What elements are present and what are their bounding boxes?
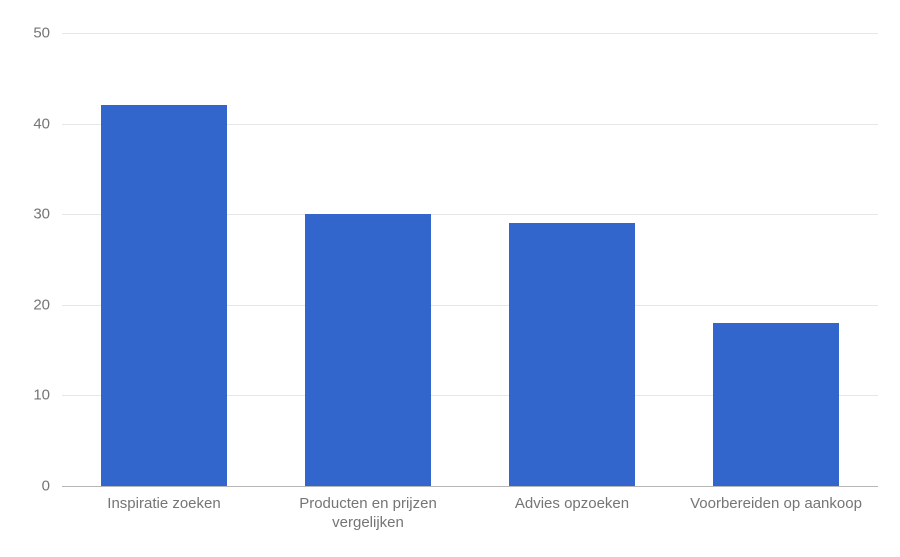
x-tick-label: Advies opzoeken [482, 495, 662, 514]
bar [101, 105, 227, 486]
bar-chart: 0 10 20 30 40 50 Inspiratie zoeken Producten e… [0, 0, 900, 557]
y-tick-label: 40 [0, 115, 50, 132]
y-tick-label: 50 [0, 25, 50, 42]
gridline [62, 33, 878, 34]
y-tick-label: 30 [0, 206, 50, 223]
x-tick-label: Inspiratie zoeken [74, 495, 254, 514]
bar [509, 223, 635, 486]
y-tick-label: 10 [0, 387, 50, 404]
x-tick-label: Voorbereiden op aankoop [686, 495, 866, 514]
plot-area [62, 33, 878, 486]
bar [305, 214, 431, 486]
bar [713, 323, 839, 486]
x-tick-label: Producten en prijzen vergelijken [278, 495, 458, 533]
y-tick-label: 20 [0, 296, 50, 313]
gridline [62, 486, 878, 487]
y-tick-label: 0 [0, 478, 50, 495]
